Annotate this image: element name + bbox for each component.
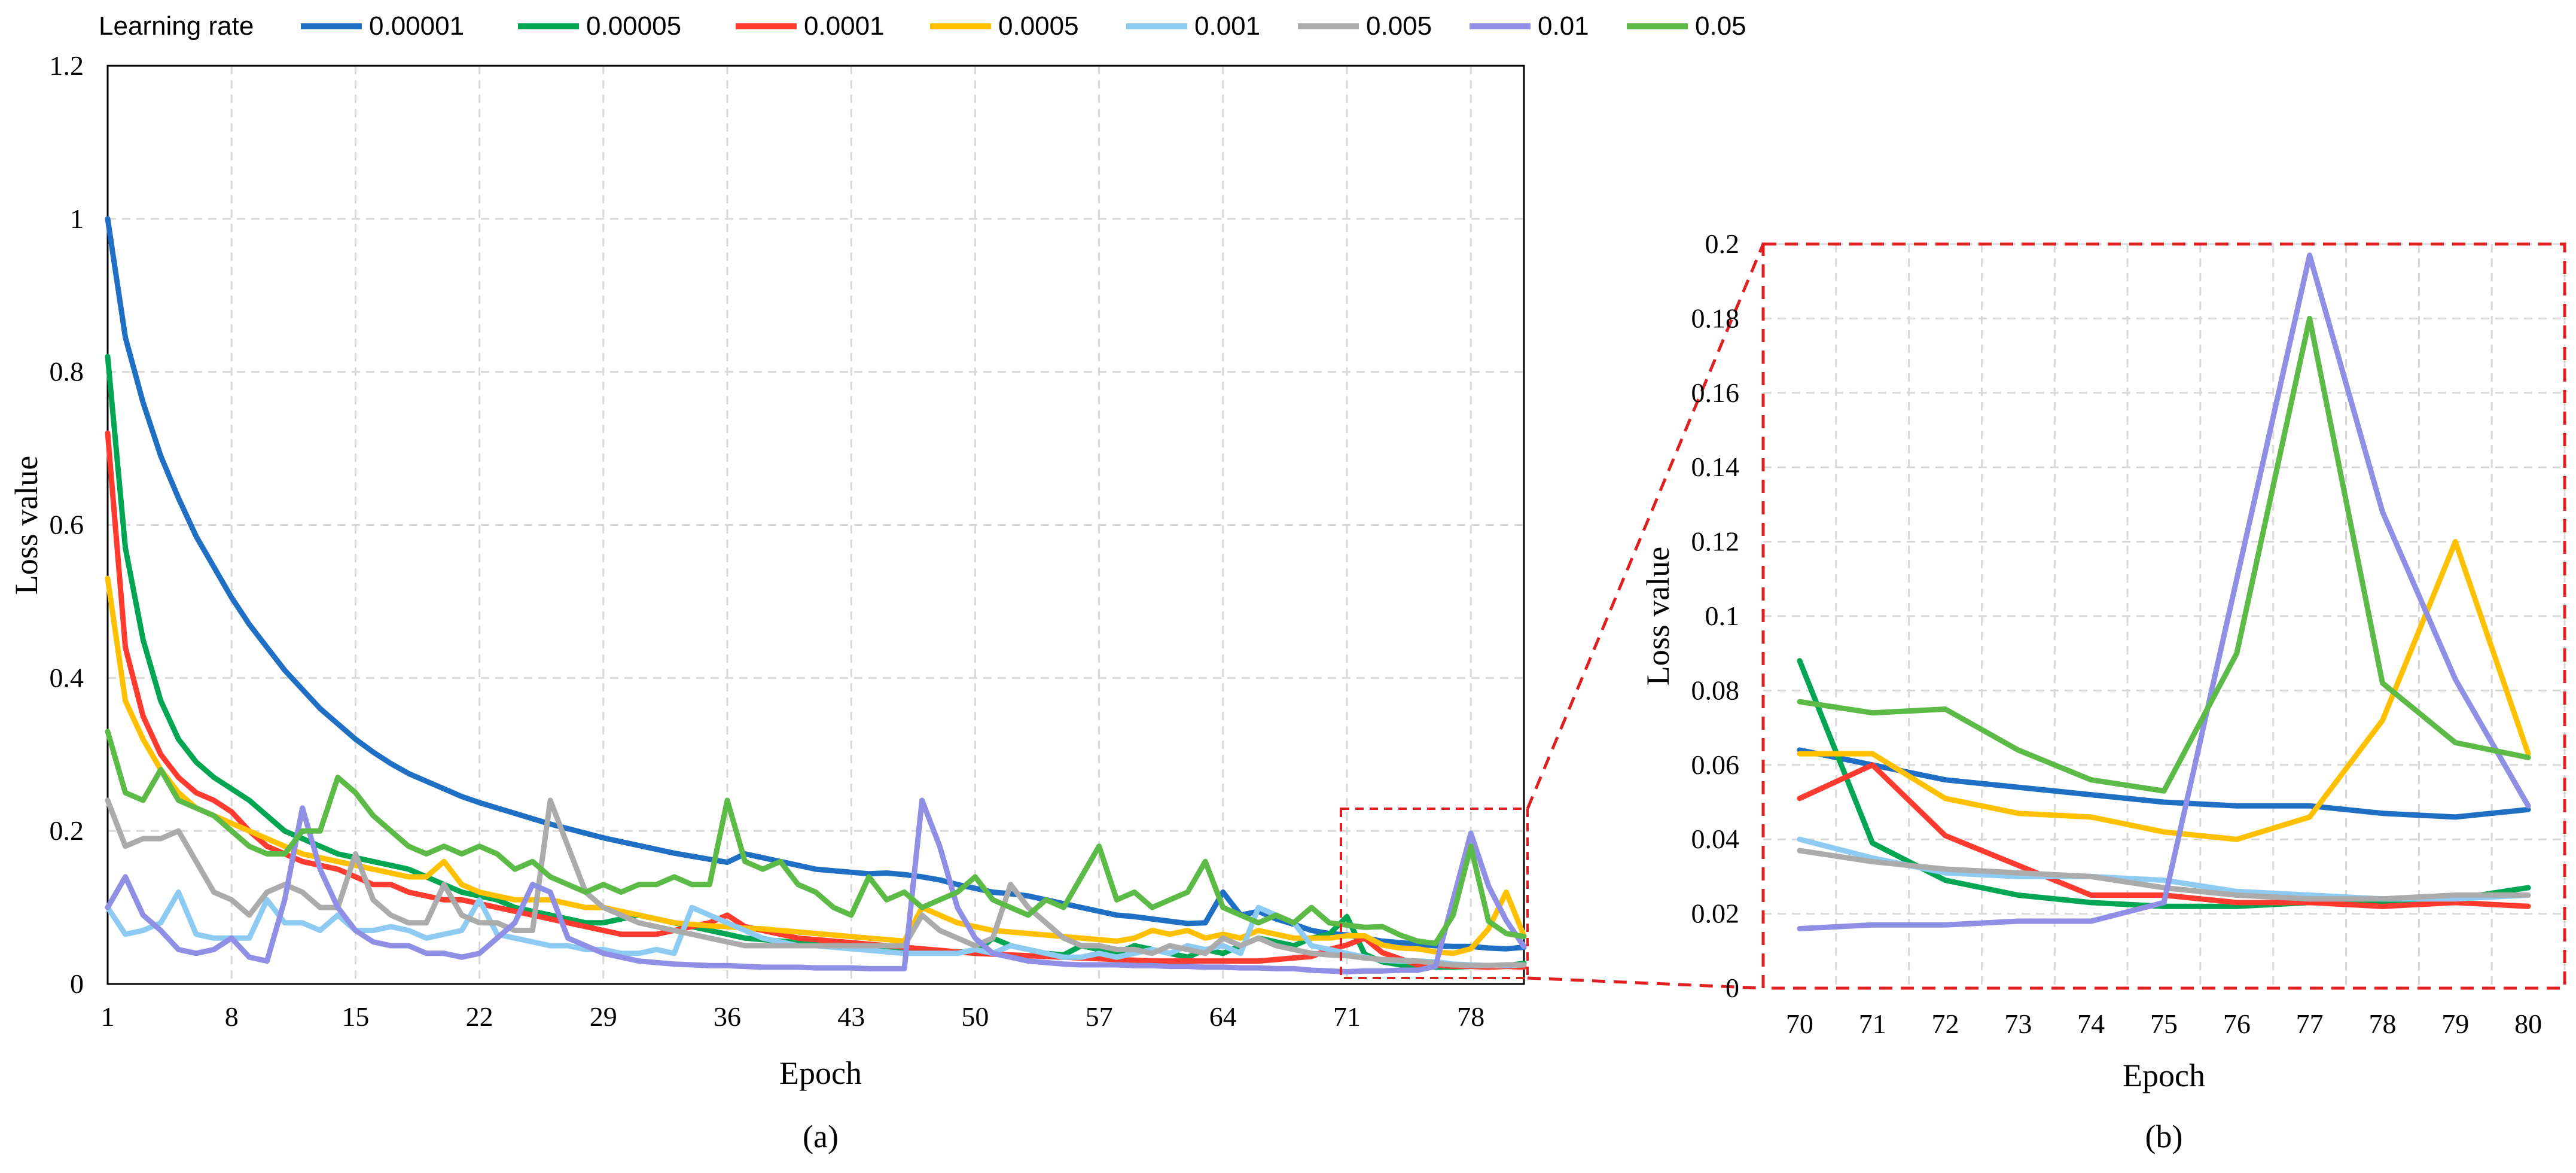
x-tick-label: 75 [2150, 1009, 2178, 1039]
legend-label: 0.0005 [998, 11, 1079, 41]
caption-a: (a) [803, 1119, 839, 1154]
chart-a-x-ticks: 1 8 15 22 29 36 43 50 57 64 71 78 [101, 1001, 1485, 1032]
chart-b: 00.020.040.060.080.10.120.140.160.180.2 … [1640, 228, 2566, 1154]
legend-label: 0.01 [1538, 11, 1589, 41]
legend-title: Learning rate [99, 11, 254, 41]
zoom-target-box [1761, 242, 2566, 990]
zoom-source-box [1340, 808, 1529, 979]
series-line-0.0005 [105, 575, 1527, 956]
y-tick-label: 0.14 [1691, 452, 1740, 482]
legend: Learning rate 0.00001 0.00005 0.0001 0.0005… [99, 11, 1746, 41]
series-line-0.005 [105, 797, 1527, 968]
y-tick-label: 0.1 [1705, 601, 1740, 631]
chart-a: 0 0.2 0.4 0.6 0.8 1 1.2 1 8 15 22 29 36 43 50 57 64 71 78… [8, 50, 1527, 1154]
x-tick-label: 50 [961, 1001, 989, 1032]
chart-b-y-axis-title: Loss value [1640, 547, 1676, 685]
zoom-connector-top [1526, 243, 1765, 809]
x-tick-label: 1 [101, 1001, 115, 1032]
series-line-0.01 [1797, 252, 2531, 931]
x-tick-label: 15 [342, 1001, 369, 1032]
zoom-indicator [1340, 243, 1765, 990]
chart-a-y-ticks: 0 0.2 0.4 0.6 0.8 1 1.2 [50, 50, 84, 999]
y-tick-label: 0.18 [1691, 303, 1740, 333]
x-tick-label: 22 [466, 1001, 493, 1032]
legend-label: 0.001 [1194, 11, 1260, 41]
zoom-connector-bottom [1527, 976, 1764, 990]
x-tick-label: 71 [1333, 1001, 1361, 1032]
series-line-0.05 [105, 729, 1527, 946]
y-tick-label: 0.12 [1691, 526, 1740, 557]
legend-label: 0.00001 [369, 11, 464, 41]
chart-b-grid [1763, 243, 2566, 988]
chart-b-x-ticks: 70 71 72 73 74 75 76 77 78 79 80 [1786, 1009, 2542, 1039]
y-tick-label: 0.02 [1691, 898, 1740, 929]
y-tick-label: 0.16 [1691, 377, 1740, 408]
x-tick-label: 79 [2441, 1009, 2469, 1039]
legend-label: 0.005 [1366, 11, 1432, 41]
legend-label: 0.00005 [586, 11, 681, 41]
y-tick-label: 0.08 [1691, 675, 1740, 705]
x-tick-label: 70 [1786, 1009, 1813, 1039]
x-tick-label: 29 [590, 1001, 617, 1032]
chart-a-x-axis-title: Epoch [779, 1055, 862, 1091]
x-tick-label: 77 [2296, 1009, 2324, 1039]
legend-label: 0.0001 [804, 11, 885, 41]
x-tick-label: 78 [1457, 1001, 1484, 1032]
y-tick-label: 0.4 [50, 662, 84, 693]
chart-a-y-axis-title: Loss value [8, 456, 44, 595]
x-tick-label: 43 [837, 1001, 865, 1032]
x-tick-label: 80 [2514, 1009, 2542, 1039]
caption-b: (b) [2145, 1119, 2183, 1154]
series-line-0.05 [1797, 315, 2531, 794]
x-tick-label: 76 [2223, 1009, 2251, 1039]
x-tick-label: 73 [2004, 1009, 2032, 1039]
x-tick-label: 74 [2077, 1009, 2105, 1039]
series-line-0.01 [105, 797, 1527, 974]
y-tick-label: 0.2 [1705, 228, 1740, 259]
y-tick-label: 0 [70, 968, 84, 999]
x-tick-label: 78 [2368, 1009, 2396, 1039]
chart-a-series [105, 216, 1527, 974]
legend-label: 0.05 [1695, 11, 1746, 41]
series-line-0.005 [1797, 848, 2531, 902]
x-tick-label: 72 [1932, 1009, 1959, 1039]
series-line-0.0005 [1797, 539, 2531, 842]
x-tick-label: 64 [1209, 1001, 1237, 1032]
y-tick-label: 1.2 [50, 50, 84, 81]
chart-a-plot-frame [106, 65, 1525, 985]
y-tick-label: 0.6 [50, 510, 84, 540]
chart-b-series [1797, 252, 2531, 931]
x-tick-label: 36 [714, 1001, 741, 1032]
x-tick-label: 71 [1859, 1009, 1886, 1039]
y-tick-label: 0.06 [1691, 749, 1740, 780]
series-line-0.00001 [105, 216, 1527, 952]
y-tick-label: 1 [70, 203, 84, 234]
x-tick-label: 8 [225, 1001, 239, 1032]
chart-b-y-ticks: 0 0.02 0.04 0.06 0.08 0.1 0.12 0.14 0.16 0.18 0.2 [1691, 228, 1740, 1003]
y-tick-label: 0.8 [50, 357, 84, 387]
y-tick-label: 0.2 [50, 815, 84, 846]
y-tick-label: 0 [1726, 973, 1739, 1003]
series-line-0.0001 [105, 430, 1527, 970]
series-line-0.00001 [1797, 747, 2531, 820]
y-tick-label: 0.04 [1691, 824, 1740, 854]
chart-b-x-axis-title: Epoch [2123, 1058, 2205, 1093]
x-tick-label: 57 [1086, 1001, 1113, 1032]
